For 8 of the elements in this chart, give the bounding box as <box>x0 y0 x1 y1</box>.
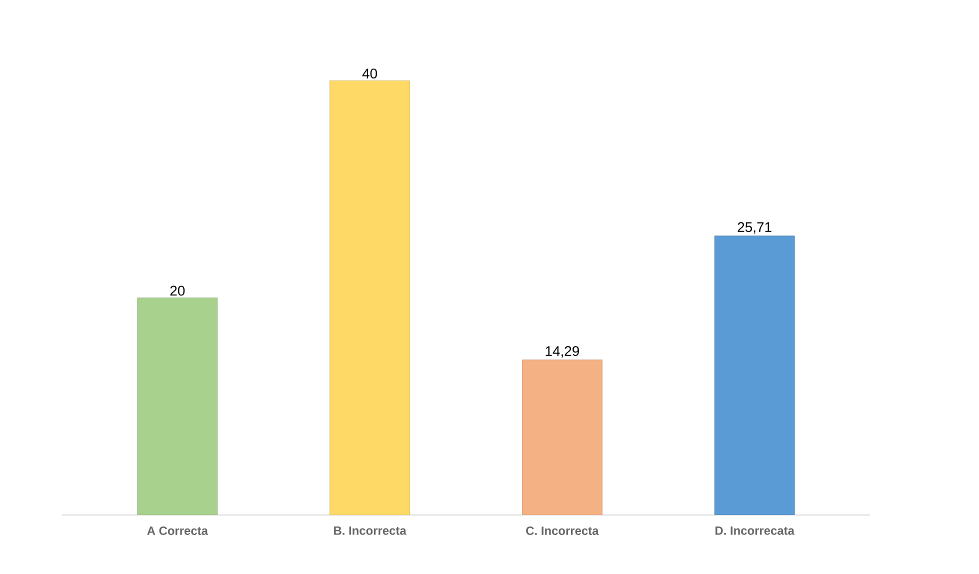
data-label: 40 <box>362 68 378 79</box>
x-tick-label: B. Incorrecta <box>334 526 406 535</box>
data-label: 20 <box>170 286 185 296</box>
data-label: 25,71 <box>738 222 772 234</box>
x-tick-label: C. Incorrecta <box>526 526 599 535</box>
x-tick-label: D. Incorrecata <box>716 526 794 535</box>
data-label: 14,29 <box>546 346 579 358</box>
x-tick-label: A Correcta <box>147 526 208 535</box>
